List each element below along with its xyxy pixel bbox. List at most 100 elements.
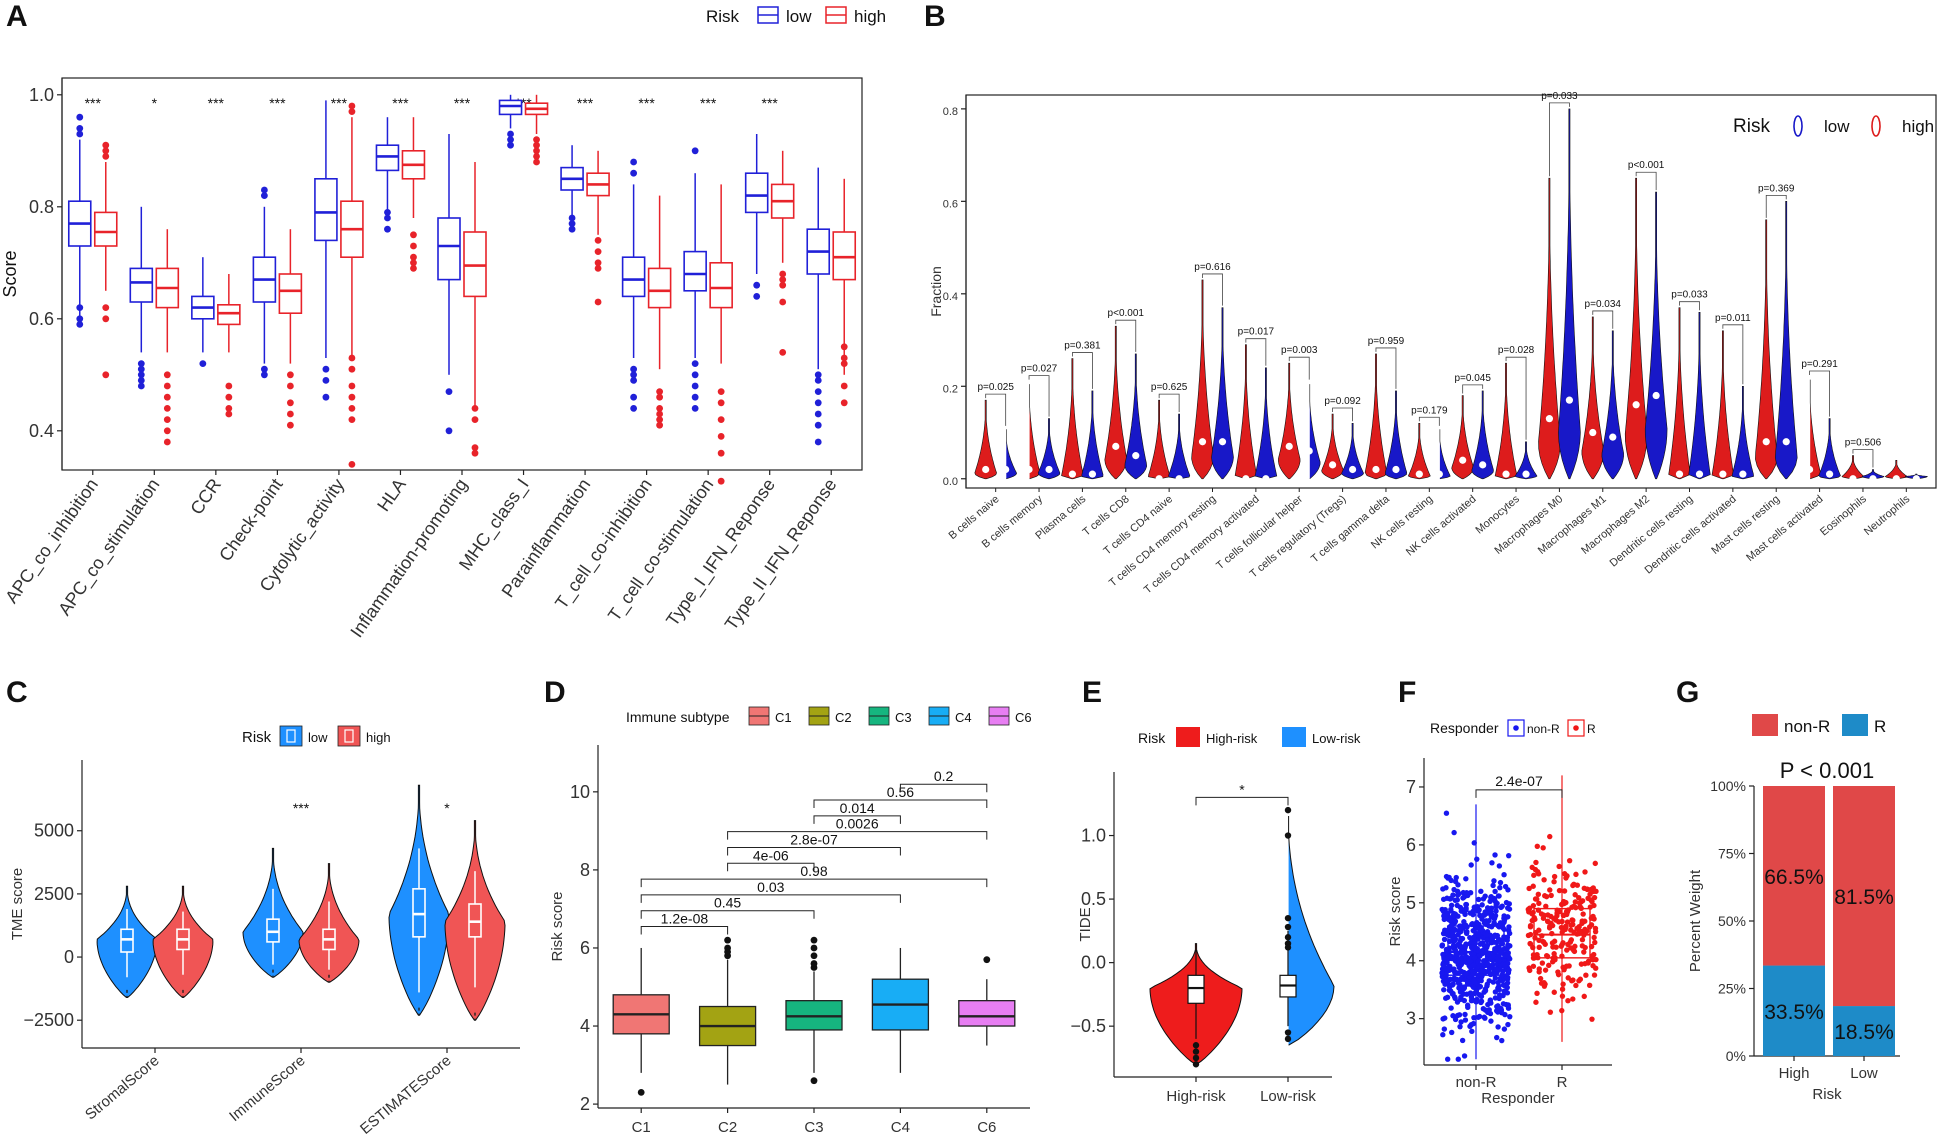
pvalue-bracket [1332, 407, 1353, 422]
outlier-point [322, 365, 330, 373]
x-tick-label: non-R [1456, 1074, 1497, 1091]
significance-label: *** [762, 95, 779, 111]
outlier-point [840, 354, 848, 362]
outlier-point [724, 936, 731, 944]
jitter-point [1458, 994, 1464, 1000]
jitter-point [1586, 924, 1593, 930]
pvalue-label: p=0.369 [1758, 183, 1795, 194]
jitter-point [1592, 925, 1599, 932]
jitter-point [1564, 873, 1570, 879]
legend-label-Low-risk: Low-risk [1312, 731, 1361, 746]
y-tick-label: 6 [580, 938, 590, 958]
jitter-point [1491, 920, 1497, 926]
violin-high [1755, 219, 1778, 480]
jitter-point [1551, 951, 1557, 957]
outlier-point [507, 141, 514, 149]
jitter-point [1441, 1026, 1448, 1032]
jitter-point [1525, 932, 1532, 939]
jitter-point [1566, 963, 1572, 969]
jitter-point [1445, 929, 1451, 935]
violin-low [1168, 413, 1191, 480]
jitter-point [1493, 966, 1499, 972]
median-dot-high [1242, 475, 1250, 483]
jitter-point [1461, 1053, 1468, 1059]
jitter-point [1559, 986, 1566, 992]
box-low-box [437, 217, 461, 281]
outlier-point [656, 416, 664, 423]
jitter-point [1570, 977, 1576, 983]
outlier-point [840, 343, 848, 351]
jitter-point [1472, 940, 1478, 947]
jitter-point [1492, 995, 1499, 1001]
x-tick-label: T cells gamma delta [1309, 493, 1393, 566]
box-low-box [498, 99, 523, 116]
pvalue-label: p=0.027 [1021, 364, 1058, 375]
violin-high [1234, 344, 1258, 480]
outlier-point [630, 377, 638, 384]
outlier-point [533, 153, 540, 160]
outlier-point [568, 214, 576, 222]
outlier-point [286, 382, 294, 390]
comparison-label: 4e-06 [753, 847, 789, 863]
jitter-point [1556, 863, 1562, 870]
jitter-point [1464, 928, 1470, 935]
outlier-point [691, 360, 699, 367]
jitter-point [1455, 980, 1462, 986]
jitter-point [1500, 992, 1506, 999]
jitter-point [1581, 885, 1587, 891]
outlier-point [717, 416, 725, 423]
jitter-point [1493, 904, 1499, 910]
jitter-point [1504, 990, 1511, 996]
median-dot-high [1025, 465, 1033, 474]
y-tick-label: 0.6 [943, 198, 958, 210]
pvalue-label: p<0.001 [1628, 160, 1665, 171]
jitter-point [1533, 929, 1539, 936]
median-dot-low [1565, 396, 1574, 404]
outlier-point [810, 936, 818, 944]
violin-high [1364, 353, 1388, 480]
violin-low [1037, 418, 1061, 480]
bar-label-R: 33.5% [1764, 1001, 1824, 1024]
x-axis-title: Risk [1812, 1086, 1842, 1103]
jitter-point [1534, 990, 1540, 996]
x-tick-label: Mast cells activated [1744, 493, 1825, 564]
significance-label: *** [577, 95, 594, 111]
legend-label-high: high [1902, 117, 1934, 136]
violin-low [1601, 330, 1624, 480]
outlier-point [225, 382, 233, 390]
box-low-box [621, 256, 646, 298]
x-tick-label: T_cell_co-stimulation [604, 475, 718, 626]
x-tick-label: High [1779, 1065, 1810, 1082]
jitter-point [1468, 944, 1475, 951]
violin-high [152, 885, 214, 998]
comparison-bracket [813, 815, 901, 824]
jitter-point [1463, 876, 1469, 882]
x-axis-title: Responder [1481, 1090, 1554, 1107]
jitter-point [1547, 833, 1553, 840]
bar-label-non-R: 66.5% [1764, 866, 1824, 889]
outlier-point [717, 477, 725, 485]
pvalue-bracket [1288, 356, 1310, 380]
outlier-point [568, 225, 576, 233]
y-tick-label: 4 [580, 1016, 590, 1036]
jitter-point [1501, 872, 1507, 878]
jitter-point [1484, 937, 1490, 944]
jitter-point [1555, 969, 1561, 975]
jitter-point [1556, 887, 1563, 894]
jitter-point [1551, 915, 1557, 922]
panel-letter-b: B [924, 0, 946, 33]
median-dot-low [1825, 470, 1834, 478]
jitter-point [1441, 977, 1448, 984]
jitter-point [1532, 935, 1538, 941]
pvalue-label: p=0.616 [1194, 262, 1231, 273]
outlier-point [779, 298, 787, 306]
outlier-point [410, 253, 417, 261]
pvalue-bracket [1245, 338, 1267, 366]
jitter-point [1449, 1029, 1455, 1036]
comparison-label: 2.8e-07 [790, 831, 838, 847]
jitter-point [1538, 911, 1545, 917]
median-dot-low [1348, 465, 1357, 474]
outlier-point [594, 248, 602, 256]
jitter-point [1448, 906, 1454, 913]
